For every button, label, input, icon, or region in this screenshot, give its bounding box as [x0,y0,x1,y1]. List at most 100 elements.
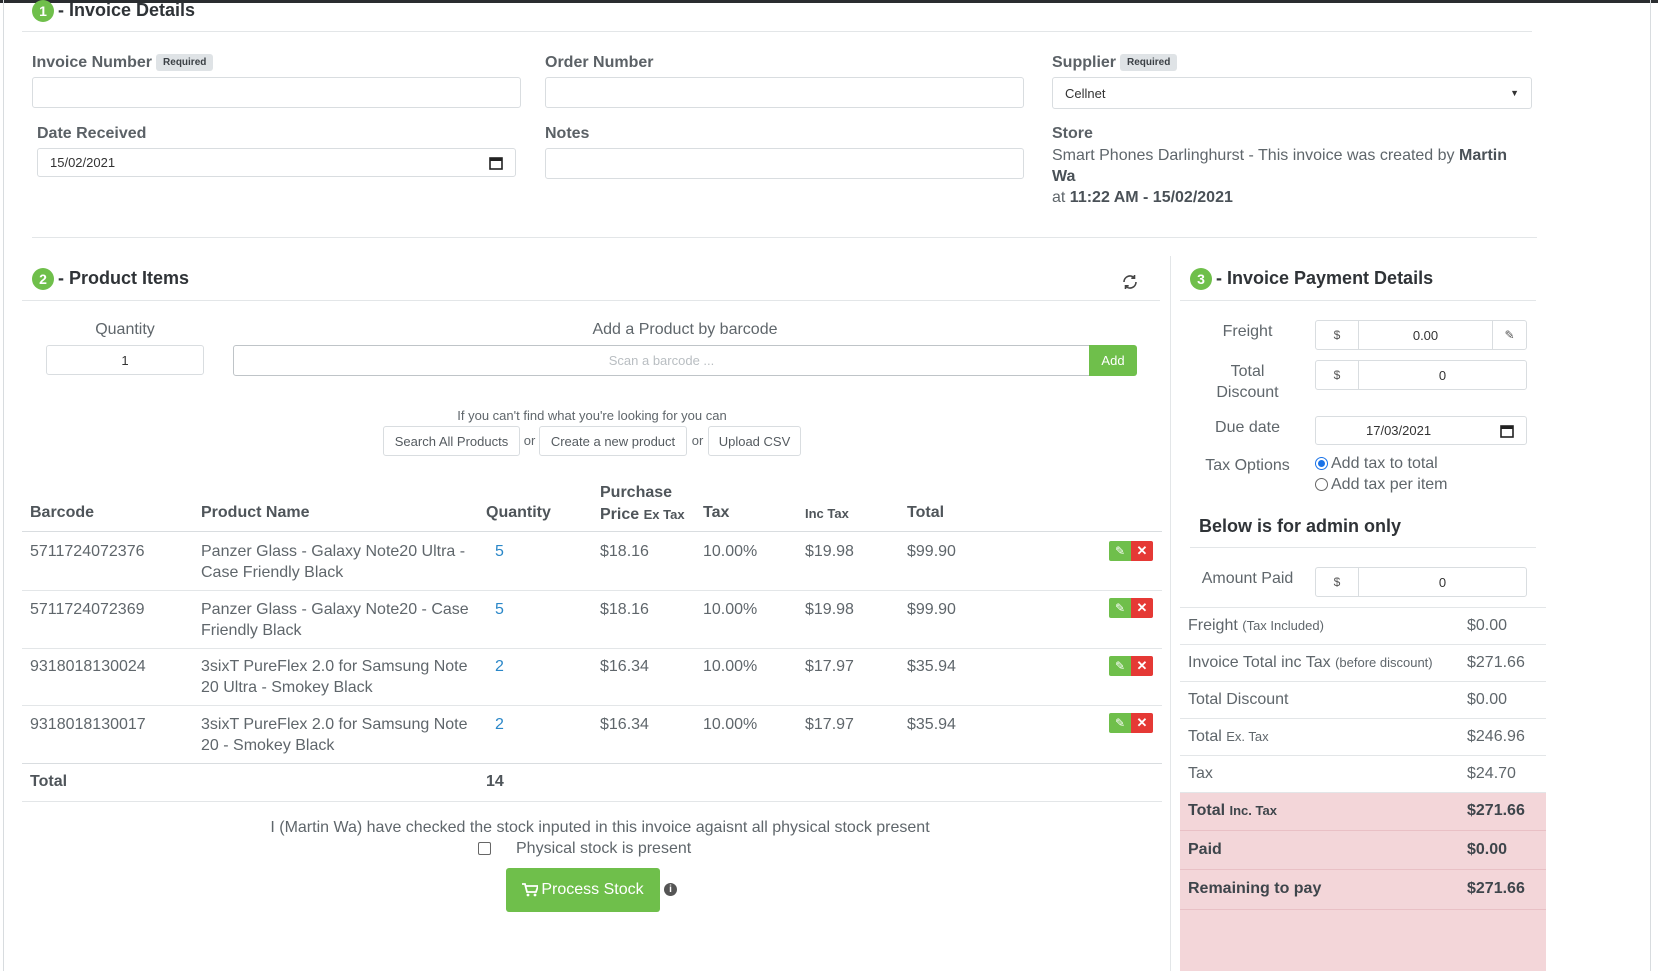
tax-option-radio-total[interactable] [1315,457,1328,470]
cell-quantity-link[interactable]: 2 [495,716,504,733]
info-icon[interactable]: i [664,883,677,896]
summary-label-text: Paid [1188,841,1222,858]
summary-label-text: Tax [1188,765,1213,782]
add-barcode-button[interactable]: Add [1089,345,1137,376]
cell-inc-tax: $17.97 [805,716,854,733]
column-header-product-name: Product Name [201,504,310,521]
upload-csv-button[interactable]: Upload CSV [708,426,801,456]
physical-stock-checkbox[interactable] [478,842,491,855]
section-number-badge: 3 [1190,268,1212,291]
cell-quantity-link[interactable]: 2 [495,658,504,675]
amount-paid-label: Amount Paid [1201,570,1294,587]
due-date-value: 17/03/2021 [1366,423,1432,438]
summary-row-freight: Freight (Tax Included) $0.00 [1180,608,1546,645]
total-discount-input[interactable]: 0 [1358,360,1527,390]
quantity-input[interactable]: 1 [46,345,204,375]
cell-product-name: 3sixT PureFlex 2.0 for Samsung Note 20 Ul… [201,656,468,698]
summary-row-paid: Paid $0.00 [1180,831,1546,870]
refresh-icon[interactable] [1121,273,1139,291]
row-divider [22,763,1162,764]
cell-barcode: 5711724072376 [30,543,145,560]
product-items-title: 2- Product Items [32,268,189,291]
total-discount-label-line1: Total [1230,363,1265,380]
order-number-label: Order Number [545,54,654,71]
total-discount-label: Total Discount [1180,361,1315,403]
column-header-inc-tax: Inc Tax [805,506,849,521]
summary-label-note: (Tax Included) [1242,618,1324,633]
delete-icon[interactable]: ✕ [1131,713,1153,733]
cell-quantity-link[interactable]: 5 [495,543,504,560]
freight-label: Freight [1222,323,1273,340]
edit-icon[interactable]: ✎ [1109,656,1131,676]
tax-option-radio-per-item[interactable] [1315,478,1328,491]
product-name-line1: Panzer Glass - Galaxy Note20 - Case [201,601,469,618]
product-name-line2: 20 Ultra - Smokey Black [201,679,373,696]
row-divider [22,648,1162,649]
currency-prefix: $ [1315,360,1359,390]
summary-label: Paid [1188,841,1222,859]
summary-label: Tax [1188,765,1213,783]
required-badge: Required [1120,54,1178,72]
delete-icon[interactable]: ✕ [1131,656,1153,676]
cell-total: $99.90 [907,543,956,560]
invoice-number-input[interactable] [32,77,521,108]
tax-options-label: Tax Options [1205,457,1290,474]
summary-row-invoice-total: Invoice Total inc Tax (before discount) … [1180,645,1546,682]
summary-label: Remaining to pay [1188,880,1321,898]
store-label: Store [1052,125,1093,142]
pencil-icon[interactable]: ✎ [1492,320,1527,350]
freight-input[interactable]: 0.00 [1358,320,1493,350]
column-divider [1170,256,1171,971]
amount-paid-input[interactable]: 0 [1358,567,1527,597]
payment-details-title-text: - Invoice Payment Details [1216,268,1434,288]
cell-price: $18.16 [600,543,649,560]
row-divider [22,801,1162,802]
header-divider [22,531,1162,532]
divider [22,31,1532,32]
supplier-label-text: Supplier [1052,54,1117,71]
tax-option-per-item-label: Add tax per item [1331,476,1448,493]
summary-value: $24.70 [1467,765,1516,782]
process-stock-button[interactable]: Process Stock [506,868,660,912]
order-number-input[interactable] [545,77,1024,108]
divider [1190,547,1536,548]
cell-product-name: Panzer Glass - Galaxy Note20 Ultra - Case… [201,541,465,583]
cell-total: $35.94 [907,658,956,675]
invoice-number-label: Invoice Number Required [32,54,214,72]
edit-icon[interactable]: ✎ [1109,713,1131,733]
physical-stock-label: Physical stock is present [516,840,692,857]
summary-row-total-ex-tax: Total Ex. Tax $246.96 [1180,719,1546,756]
currency-prefix: $ [1315,567,1359,597]
purchase-header-line1: Purchase [600,484,673,501]
caret-down-icon: ▼ [1510,88,1519,98]
store-info: Smart Phones Darlinghurst - This invoice… [1052,145,1532,208]
barcode-input[interactable]: Scan a barcode ... [233,345,1090,376]
top-bar [0,0,1658,3]
due-date-input[interactable]: 17/03/2021 [1315,416,1527,445]
cell-barcode: 5711724072369 [30,601,145,618]
calendar-icon[interactable] [489,156,503,170]
check-statement: I (Martin Wa) have checked the stock inp… [270,819,930,836]
product-name-line1: 3sixT PureFlex 2.0 for Samsung Note [201,716,468,733]
date-received-input[interactable]: 15/02/2021 [37,148,516,177]
summary-value: $0.00 [1467,841,1508,858]
calendar-icon[interactable] [1500,424,1514,438]
search-all-products-button[interactable]: Search All Products [383,426,520,456]
cell-inc-tax: $17.97 [805,658,854,675]
cell-total: $99.90 [907,601,956,618]
supplier-select[interactable]: Cellnet ▼ [1052,77,1532,109]
cell-inc-tax: $19.98 [805,601,854,618]
store-at-text: at [1052,189,1070,206]
delete-icon[interactable]: ✕ [1131,541,1153,561]
edit-icon[interactable]: ✎ [1109,541,1131,561]
summary-label-text: Total Discount [1188,691,1289,708]
or-text: or [523,433,536,448]
summary-label: Invoice Total inc Tax (before discount) [1188,654,1433,672]
divider [1180,607,1546,608]
create-new-product-button[interactable]: Create a new product [539,426,687,456]
edit-icon[interactable]: ✎ [1109,598,1131,618]
notes-input[interactable] [545,148,1024,179]
purchase-header-ex-tax: Ex Tax [643,507,685,522]
cell-quantity-link[interactable]: 5 [495,601,504,618]
delete-icon[interactable]: ✕ [1131,598,1153,618]
